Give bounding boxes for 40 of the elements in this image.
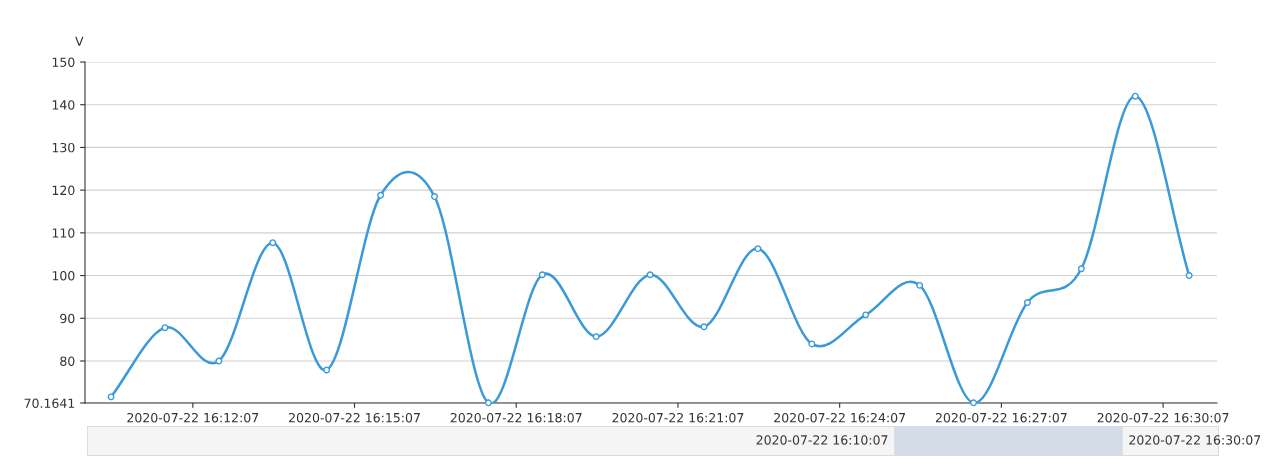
x-tick-label: 2020-07-22 16:12:07 [127, 412, 259, 423]
x-tick-label: 2020-07-22 16:15:07 [289, 412, 420, 423]
x-tick-label: 2020-07-22 16:21:07 [612, 412, 744, 423]
point [970, 399, 978, 407]
y-tick-label: 80 [60, 356, 75, 366]
x-tick-label: 2020-07-22 16:27:07 [935, 412, 1067, 423]
y-tick-label: 120 [52, 185, 75, 196]
y-axis-title: V [75, 36, 84, 46]
point [484, 399, 492, 407]
x-tick-label: 2020-07-22 16:30:07 [1097, 412, 1229, 423]
text: 2020-07-22 16:30:07 [1129, 435, 1261, 445]
point [754, 245, 762, 253]
point [808, 340, 816, 348]
x-tick-label: 2020-07-22 16:18:07 [450, 412, 582, 423]
point [215, 357, 223, 365]
point [107, 393, 115, 401]
point [700, 323, 708, 331]
point [538, 271, 546, 279]
y-tick-label: 110 [52, 228, 75, 238]
point [161, 324, 169, 332]
y-tick-label: 130 [52, 142, 75, 153]
point [323, 366, 331, 374]
y-tick-label: 150 [52, 57, 75, 67]
point [1023, 298, 1031, 306]
point [592, 333, 600, 341]
y-tick-label: 90 [60, 313, 75, 324]
point [431, 193, 438, 201]
y-tick-label: 140 [52, 100, 75, 110]
x-tick-label: 2020-07-22 16:24:07 [774, 412, 905, 423]
point [1077, 265, 1085, 273]
point [1131, 92, 1139, 100]
point [916, 281, 924, 289]
y-tick-label: 100 [52, 271, 75, 281]
text: 2020-07-22 16:10:07 [756, 435, 888, 445]
point [377, 191, 385, 199]
y-tick-label: 70.1641 [24, 398, 75, 408]
point [646, 271, 654, 279]
point [269, 239, 277, 247]
point [1185, 272, 1193, 280]
point [862, 311, 870, 319]
